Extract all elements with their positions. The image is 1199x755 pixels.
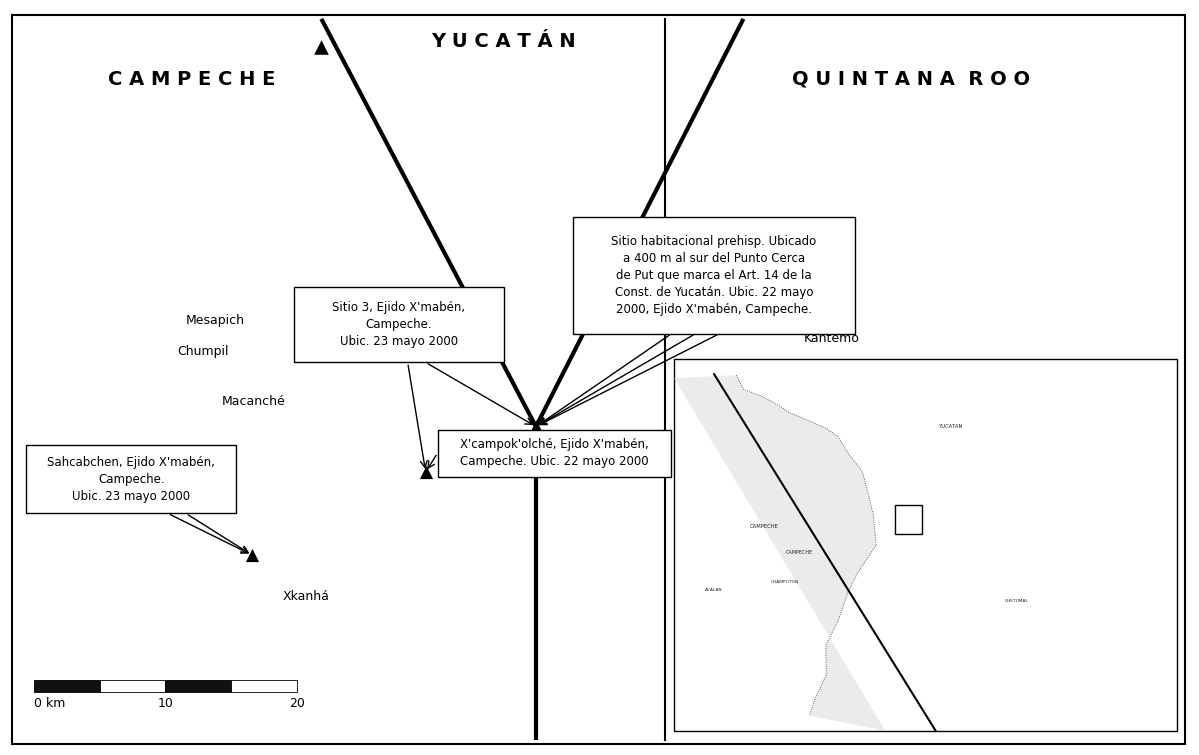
Text: Q U I N T A N A  R O O: Q U I N T A N A R O O [793, 69, 1030, 89]
Text: CAMPECHE: CAMPECHE [787, 550, 813, 555]
Text: C A M P E C H E: C A M P E C H E [108, 69, 276, 89]
Text: YUCATAN: YUCATAN [939, 424, 963, 429]
Text: X'campok'olché, Ejido X'mabén,
Campeche. Ubic. 22 mayo 2000: X'campok'olché, Ejido X'mabén, Campeche.… [460, 439, 649, 468]
Text: 20: 20 [289, 697, 306, 710]
Text: CHETUMAL: CHETUMAL [1005, 599, 1029, 602]
Point [312, 41, 331, 53]
Bar [674, 359, 1177, 731]
Bar [100, 680, 165, 692]
Bar [231, 680, 297, 692]
Text: CHAMPOTON: CHAMPOTON [771, 581, 799, 584]
Text: CAMPECHE: CAMPECHE [751, 524, 779, 529]
Point [242, 549, 261, 561]
Text: Chumpil: Chumpil [177, 344, 229, 358]
Text: Kantemo: Kantemo [803, 331, 860, 345]
Bar [438, 430, 671, 477]
Polygon shape [674, 375, 885, 731]
Point [416, 466, 435, 478]
Text: 0 km: 0 km [34, 697, 65, 710]
Text: Mesapich: Mesapich [186, 314, 245, 328]
Text: Macanché: Macanché [222, 395, 285, 408]
Bar [573, 217, 855, 334]
Bar [294, 287, 504, 362]
Bar [165, 680, 231, 692]
Point [526, 421, 546, 433]
Text: Y U C A T Á N: Y U C A T Á N [432, 32, 576, 51]
Text: ACALAN: ACALAN [705, 587, 723, 592]
Bar [896, 505, 922, 534]
Text: 10: 10 [157, 697, 174, 710]
Text: Sitio 3, Ejido X'mabén,
Campeche.
Ubic. 23 mayo 2000: Sitio 3, Ejido X'mabén, Campeche. Ubic. … [332, 301, 465, 348]
Bar [26, 445, 236, 513]
Bar [34, 680, 100, 692]
Text: Xkanhá: Xkanhá [282, 590, 330, 603]
Text: Sahcabchen, Ejido X'mabén,
Campeche.
Ubic. 23 mayo 2000: Sahcabchen, Ejido X'mabén, Campeche. Ubi… [47, 456, 216, 503]
Text: Sitio habitacional prehisp. Ubicado
a 400 m al sur del Punto Cerca
de Put que ma: Sitio habitacional prehisp. Ubicado a 40… [611, 235, 817, 316]
